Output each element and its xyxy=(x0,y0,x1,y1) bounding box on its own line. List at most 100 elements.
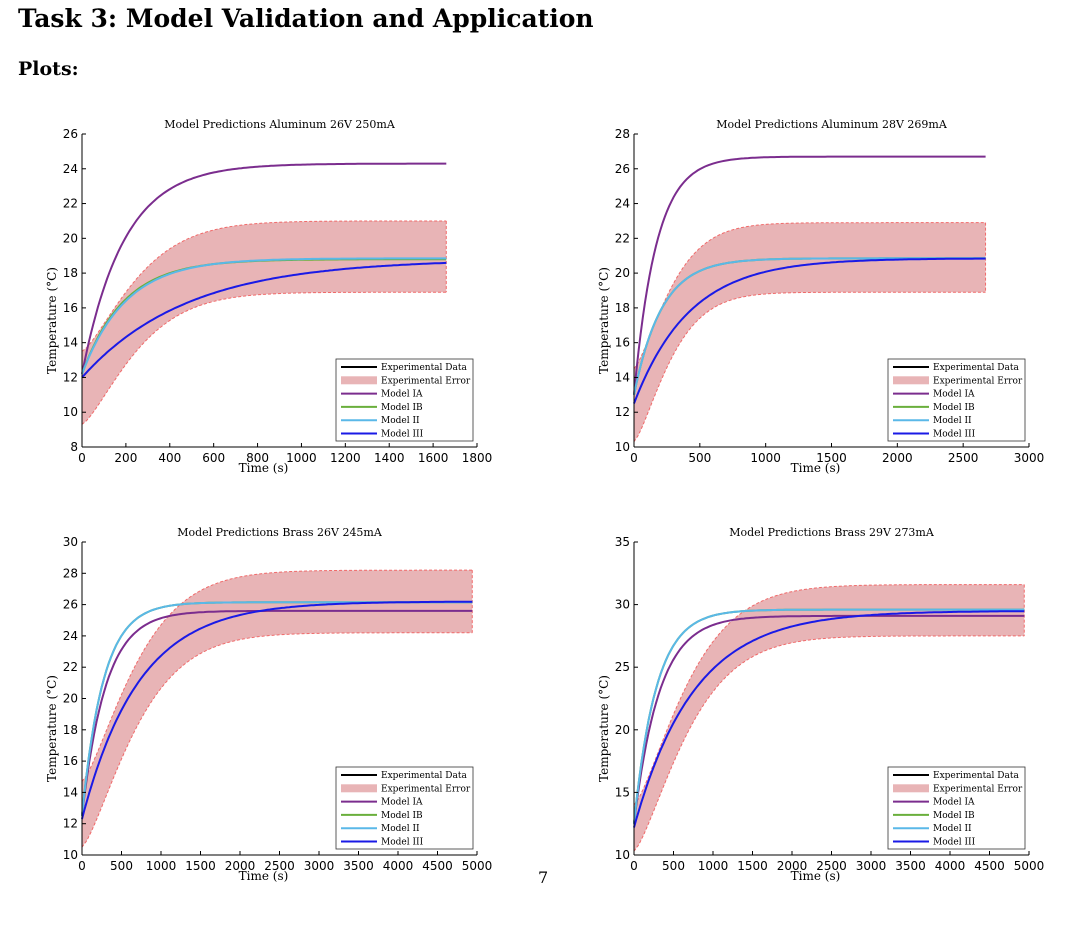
legend-label: Model IA xyxy=(933,798,975,808)
x-tick-label: 3000 xyxy=(856,859,887,873)
y-tick-label: 28 xyxy=(63,566,78,580)
chart-title: Model Predictions Brass 26V 245mA xyxy=(177,526,383,539)
x-tick-label: 500 xyxy=(688,451,711,465)
legend-swatch xyxy=(341,784,377,793)
y-tick-label: 10 xyxy=(63,848,78,862)
x-tick-label: 2500 xyxy=(816,859,847,873)
y-tick-label: 14 xyxy=(63,336,78,350)
legend-label: Experimental Data xyxy=(381,771,467,781)
y-tick-label: 22 xyxy=(63,197,78,211)
x-tick-label: 1000 xyxy=(750,451,781,465)
y-tick-label: 12 xyxy=(615,405,630,419)
y-tick-label: 8 xyxy=(70,440,78,454)
x-tick-label: 3500 xyxy=(895,859,926,873)
y-tick-label: 14 xyxy=(615,370,630,384)
chart-title: Model Predictions Brass 29V 273mA xyxy=(729,526,935,539)
chart-aluminum-28v: Model Predictions Aluminum 28V 269mA 0 500… xyxy=(597,118,1045,475)
x-tick-label: 4500 xyxy=(974,859,1005,873)
experimental-error-band xyxy=(634,222,986,442)
x-tick-label: 0 xyxy=(630,451,638,465)
y-tick-label: 10 xyxy=(63,405,78,419)
x-tick-label: 4000 xyxy=(383,859,414,873)
y-tick-label: 22 xyxy=(63,660,78,674)
x-tick-label: 2500 xyxy=(948,451,979,465)
x-axis-label: Time (s) xyxy=(239,461,289,475)
series-model-iii xyxy=(633,257,986,404)
x-tick-label: 1800 xyxy=(462,451,493,465)
y-tick-label: 35 xyxy=(615,535,630,549)
y-axis-label: Temperature (°C) xyxy=(597,267,611,374)
x-tick-label: 3000 xyxy=(304,859,335,873)
error-upper-bound xyxy=(633,584,1025,806)
x-tick-label: 1000 xyxy=(698,859,729,873)
y-tick-label: 20 xyxy=(615,723,630,737)
legend-label: Model IB xyxy=(381,403,423,413)
x-tick-label: 1000 xyxy=(146,859,177,873)
series-model-ia xyxy=(633,614,1025,824)
legend-label: Model II xyxy=(933,416,972,426)
x-tick-label: 3000 xyxy=(1014,451,1045,465)
y-tick-label: 12 xyxy=(63,817,78,831)
section-title: Task 3: Model Validation and Application xyxy=(18,4,594,33)
series-model-iii xyxy=(633,610,1025,828)
x-tick-label: 1600 xyxy=(418,451,449,465)
x-tick-label: 1400 xyxy=(374,451,405,465)
y-tick-label: 12 xyxy=(63,370,78,384)
x-tick-label: 1500 xyxy=(816,451,847,465)
y-tick-label: 20 xyxy=(63,692,78,706)
x-tick-label: 1200 xyxy=(330,451,361,465)
legend-label: Experimental Error xyxy=(381,784,471,794)
legend-label: Model IA xyxy=(933,390,975,400)
series-model-iii xyxy=(81,261,447,379)
x-axis-label: Time (s) xyxy=(791,869,841,883)
legend-label: Model III xyxy=(933,430,976,440)
legend-label: Model IB xyxy=(933,403,975,413)
legend-swatch xyxy=(341,376,377,385)
error-lower-bound xyxy=(81,291,447,425)
page-number: 7 xyxy=(538,868,549,887)
legend-label: Model III xyxy=(933,838,976,848)
y-tick-label: 24 xyxy=(615,197,630,211)
legend: Experimental Data Experimental Error Model… xyxy=(887,766,1026,850)
y-tick-label: 26 xyxy=(63,598,78,612)
x-tick-label: 1500 xyxy=(185,859,216,873)
series-model-ii xyxy=(633,608,1025,824)
x-tick-label: 4000 xyxy=(935,859,966,873)
y-tick-label: 16 xyxy=(63,754,78,768)
chart-brass-26v: Model Predictions Brass 26V 245mA 0 500 100… xyxy=(45,526,493,883)
x-tick-label: 0 xyxy=(78,451,86,465)
y-tick-label: 10 xyxy=(615,848,630,862)
legend-label: Model IA xyxy=(381,390,423,400)
series-model-ia xyxy=(81,162,447,375)
experimental-error-band xyxy=(634,584,1025,852)
y-tick-label: 30 xyxy=(63,535,78,549)
series-model-ii xyxy=(81,257,447,375)
legend-label: Model II xyxy=(933,824,972,834)
series-model-ia xyxy=(633,155,986,395)
y-tick-label: 22 xyxy=(615,231,630,245)
chart-aluminum-26v: Model Predictions Aluminum 26V 250mA 0 200… xyxy=(45,118,493,475)
legend-label: Experimental Data xyxy=(933,771,1019,781)
x-tick-label: 2000 xyxy=(777,859,808,873)
plots-heading: Plots: xyxy=(18,58,79,80)
legend-label: Model IB xyxy=(381,811,423,821)
legend-box xyxy=(887,358,1026,442)
x-tick-label: 500 xyxy=(110,859,133,873)
y-axis-label: Temperature (°C) xyxy=(45,675,59,782)
error-lower-bound xyxy=(633,291,986,443)
y-axis-label: Temperature (°C) xyxy=(45,267,59,374)
x-tick-label: 5000 xyxy=(462,859,493,873)
x-tick-label: 1500 xyxy=(737,859,768,873)
legend: Experimental Data Experimental Error Model… xyxy=(887,358,1026,442)
x-tick-label: 4500 xyxy=(422,859,453,873)
y-tick-label: 24 xyxy=(63,162,78,176)
y-axis-label: Temperature (°C) xyxy=(597,675,611,782)
x-tick-label: 200 xyxy=(114,451,137,465)
y-tick-label: 20 xyxy=(63,231,78,245)
error-upper-bound xyxy=(81,220,447,352)
error-upper-bound xyxy=(81,569,473,782)
legend: Experimental Data Experimental Error Model… xyxy=(335,358,474,442)
legend-label: Experimental Error xyxy=(933,376,1023,386)
chart-brass-29v: Model Predictions Brass 29V 273mA 0 500 100… xyxy=(597,526,1044,883)
error-lower-bound xyxy=(633,635,1025,852)
